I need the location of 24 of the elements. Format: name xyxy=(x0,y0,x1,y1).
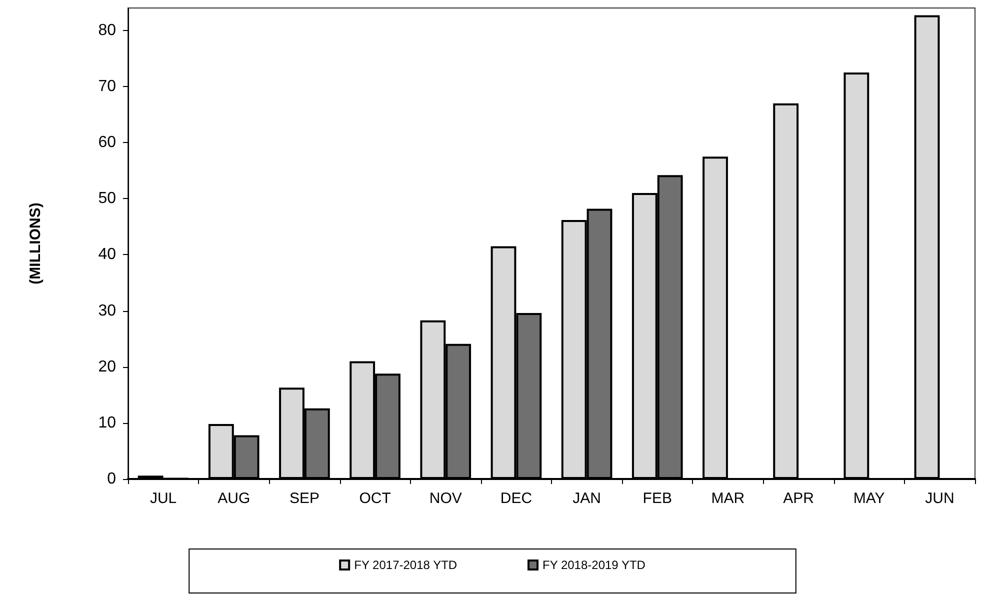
x-tick-label: JUL xyxy=(150,490,177,507)
x-tick-label: DEC xyxy=(500,490,532,507)
legend-label: FY 2018-2019 YTD xyxy=(542,558,646,572)
y-tick-label: 80 xyxy=(98,22,116,39)
x-tick-label: MAY xyxy=(853,490,885,507)
x-tick-label: APR xyxy=(783,490,814,507)
x-tick-label: SEP xyxy=(289,490,320,507)
x-tick-label: NOV xyxy=(429,490,462,507)
x-tick-label: JAN xyxy=(572,490,601,507)
x-tick-label: FEB xyxy=(642,490,672,507)
y-tick-label: 50 xyxy=(98,190,116,208)
x-tick-label: OCT xyxy=(359,490,391,507)
y-tick-label: 30 xyxy=(98,302,116,320)
y-axis-title: (MILLIONS) xyxy=(27,202,44,284)
y-tick-label: 70 xyxy=(98,78,116,95)
y-tick-label: 60 xyxy=(98,134,116,152)
y-tick-label: 10 xyxy=(98,414,116,432)
y-tick-label: 20 xyxy=(98,358,116,376)
y-tick-label: 0 xyxy=(107,470,116,488)
y-tick-label: 40 xyxy=(98,246,116,264)
x-tick-label: MAR xyxy=(711,490,745,507)
x-tick-label: JUN xyxy=(925,490,954,507)
x-tick-label: AUG xyxy=(218,490,250,507)
legend-label: FY 2017-2018 YTD xyxy=(354,558,458,572)
